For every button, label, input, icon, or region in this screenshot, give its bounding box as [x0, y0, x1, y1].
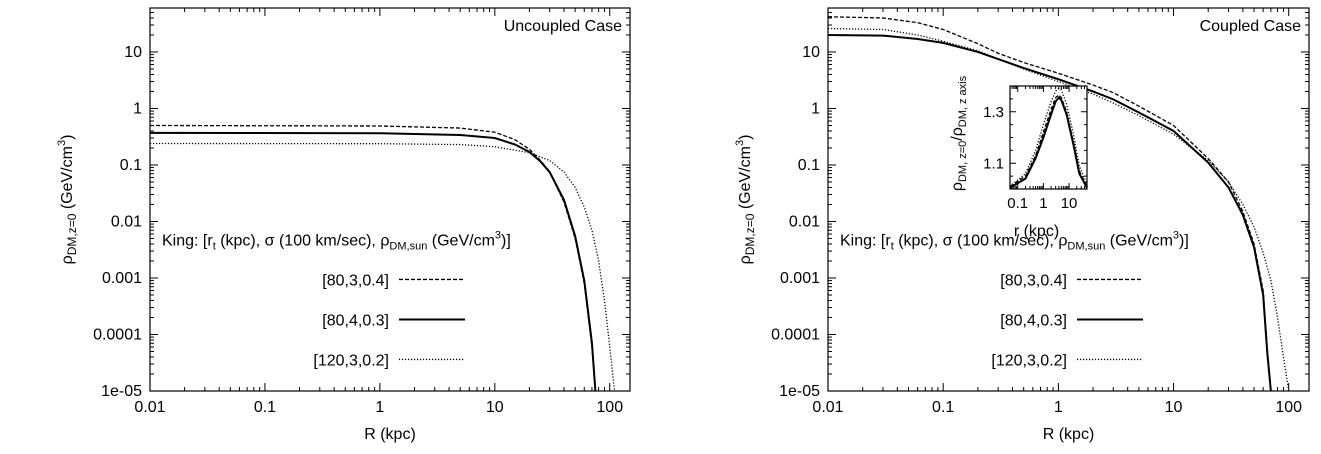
panel-coupled: 0.01 0.1 1 10 100 1e-05 0.0001 0.001 0.01 0.1 1 10 C…	[734, 7, 1310, 443]
chart-0-x-tick-label: 10	[486, 399, 504, 416]
chart-1-y-tick-label: 0.01	[789, 213, 820, 230]
chart-1-y-tick-label: 0.1	[798, 157, 820, 174]
chart-1-x-tick-label: 1	[1054, 399, 1063, 416]
chart-1-legend-label-1: [80,4,0.3]	[1000, 312, 1067, 329]
chart-1-x-tick-label: 0.1	[932, 399, 954, 416]
chart-1-legend-label-2: [120,3,0.2]	[991, 352, 1067, 369]
chart-1-inset-y-tick-label: 1.1	[983, 155, 1004, 172]
chart-0-x-tick-label: 1	[375, 399, 384, 416]
chart-1-y-tick-label: 0.0001	[771, 326, 820, 343]
chart-0-legend-label-0: [80,3,0.4]	[322, 272, 389, 289]
chart-0-series-1	[149, 131, 597, 392]
panel-uncoupled: 0.01 0.1 1 10 100 1e-05 0.0001 0.001 0.01 0.1 1 10 U…	[56, 7, 631, 443]
chart-0-y-tick-label: 10	[124, 44, 142, 61]
chart-0-y-tick-label: 0.01	[111, 213, 142, 230]
chart-1-series-2	[827, 27, 1290, 392]
chart-1-inset-frame	[1009, 85, 1088, 190]
chart-0-legend-title: King: [rt (kpc), σ (100 km/sec), ρDM,sun…	[162, 229, 511, 252]
chart-0-y-tick-label: 1	[133, 100, 142, 117]
chart-1-inset-y-axis-label: ρDM, z=0/ρDM, z axis	[949, 75, 969, 191]
chart-0-y-axis-label: ρDM,z=0 (GeV/cm3)	[56, 135, 79, 265]
chart-0-title: Uncoupled Case	[504, 18, 622, 35]
chart-1-x-tick-label: 10	[1165, 399, 1183, 416]
chart-0-y-tick-label: 1e-05	[101, 383, 142, 400]
chart-1-x-axis-label: R (kpc)	[1043, 426, 1095, 443]
chart-0-x-tick-label: 100	[596, 399, 623, 416]
chart-1-y-tick-label: 1	[811, 100, 820, 117]
chart-0-x-tick-label: 0.1	[254, 399, 276, 416]
chart-1-plot-frame	[827, 7, 1310, 392]
chart-1-inset-x-tick-label: 1	[1039, 195, 1047, 212]
chart-1-inset-series-1	[1009, 96, 1088, 189]
chart-1-title: Coupled Case	[1200, 18, 1302, 35]
chart-1-legend-title: King: [rt (kpc), σ (100 km/sec), ρDM,sun…	[840, 229, 1189, 252]
chart-0-plot-frame	[149, 7, 631, 392]
chart-0-legend-label-1: [80,4,0.3]	[322, 312, 389, 329]
chart-0-legend-label-2: [120,3,0.2]	[313, 352, 389, 369]
chart-0-y-tick-label: 0.001	[102, 270, 142, 287]
chart-1-legend-label-0: [80,3,0.4]	[1000, 272, 1067, 289]
chart-1-inset-x-tick-label: 10	[1061, 195, 1078, 212]
chart-1-series-1	[827, 33, 1272, 392]
chart-0-series-0	[149, 124, 597, 392]
chart-1-y-tick-label: 10	[802, 44, 820, 61]
chart-0-series-2	[149, 142, 616, 392]
chart-1-y-tick-label: 0.001	[780, 270, 820, 287]
chart-0-x-tick-label: 0.01	[134, 399, 165, 416]
chart-1-series-0	[827, 16, 1272, 392]
chart-1-x-tick-label: 100	[1275, 399, 1302, 416]
chart-0-y-tick-label: 0.0001	[93, 326, 142, 343]
chart-0-x-axis-label: R (kpc)	[364, 426, 416, 443]
chart-1-inset-x-axis-label: r (kpc)	[1014, 223, 1059, 240]
chart-1-y-axis-label: ρDM,z=0 (GeV/cm3)	[734, 135, 757, 265]
chart-1-inset-y-tick-label: 1.3	[983, 104, 1004, 121]
chart-1-y-tick-label: 1e-05	[779, 383, 820, 400]
chart-1-inset-x-tick-label: 0.1	[1007, 195, 1028, 212]
chart-0-y-tick-label: 0.1	[120, 157, 142, 174]
chart-1-x-tick-label: 0.01	[812, 399, 843, 416]
